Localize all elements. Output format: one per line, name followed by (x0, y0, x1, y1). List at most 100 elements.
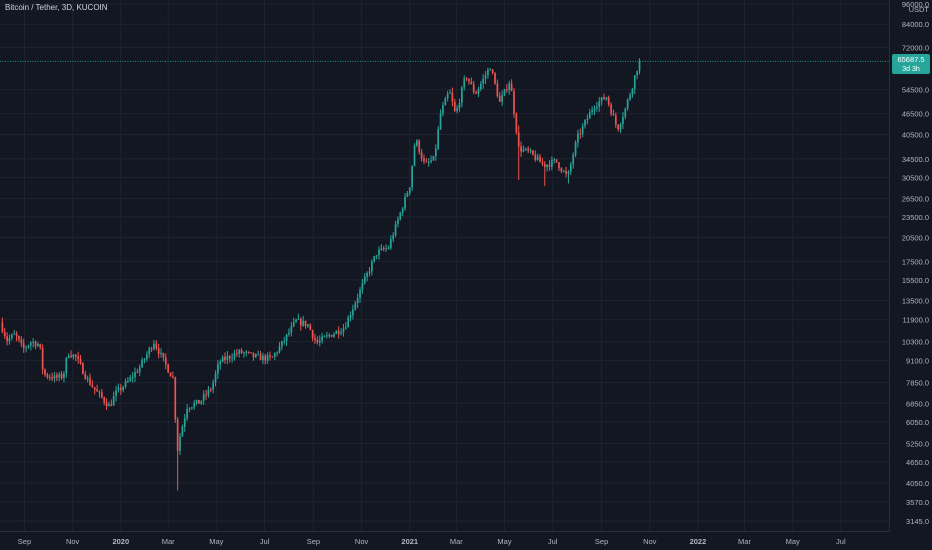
candle-body (532, 150, 534, 155)
candle-body (397, 219, 399, 224)
candle-body (612, 113, 615, 116)
time-tick-label: Nov (66, 537, 80, 546)
candle-body (380, 248, 383, 250)
candle-body (41, 347, 44, 370)
candle-body (607, 97, 610, 105)
candle-body (299, 318, 302, 326)
time-axis-labels[interactable]: Sep Nov 2020 Mar May Jul Sep Nov 2021 Mar May Jul Se… (18, 537, 846, 546)
candle-body (337, 330, 340, 334)
candle-body (105, 402, 108, 407)
candle-body (297, 318, 300, 320)
candle-body (264, 355, 267, 361)
candle-body (546, 164, 548, 168)
candle-body (169, 372, 172, 377)
candle-body (605, 97, 608, 100)
candle-body (382, 248, 385, 250)
price-tick-label: 9100.0 (906, 356, 929, 365)
candle-body (6, 336, 8, 342)
candle-body (15, 333, 18, 337)
candle-body (399, 212, 402, 220)
price-tick-label: 3145.0 (906, 517, 929, 526)
candle-body (8, 338, 11, 342)
price-axis-labels[interactable]: 96000.0 84000.0 72000.0 54500.0 46500.0 40500… (902, 0, 929, 526)
candle-body (214, 373, 217, 383)
candle-body (195, 399, 198, 404)
candle-body (46, 374, 49, 377)
candle-body (93, 387, 96, 390)
grid (0, 0, 889, 531)
price-tick-label: 46500.0 (902, 110, 929, 119)
candle-body (420, 152, 423, 159)
candle-body (285, 334, 288, 341)
candle-body (543, 163, 546, 168)
price-tick-label: 54500.0 (902, 86, 929, 95)
candle-body (51, 377, 53, 379)
candle-body (463, 78, 466, 88)
candle-body (371, 261, 373, 272)
candle-body (186, 409, 188, 419)
candle-body (103, 397, 106, 403)
candle-body (141, 359, 143, 368)
candle-body (475, 92, 477, 94)
candle-body (577, 133, 579, 143)
candle-body (551, 159, 553, 167)
candle-body (534, 154, 537, 161)
candle-body (527, 148, 530, 151)
candle-body (593, 108, 596, 111)
candle-body (349, 315, 352, 318)
candle-body (610, 104, 612, 114)
time-tick-label: May (497, 537, 511, 546)
candle-body (98, 391, 101, 393)
price-tick-label: 84000.0 (902, 20, 929, 29)
candle-body (205, 394, 207, 396)
candle-body (278, 346, 281, 353)
candle-body (10, 334, 13, 339)
candle-body (404, 196, 406, 209)
candle-body (510, 83, 513, 92)
candle-body (181, 426, 184, 437)
candle-body (34, 341, 37, 347)
candle-body (247, 351, 250, 353)
candle-body (273, 353, 276, 357)
price-tick-label: 40500.0 (902, 131, 929, 140)
candle-body (236, 353, 238, 355)
candle-body (344, 327, 347, 329)
candle-body (39, 343, 42, 348)
candle-body (444, 98, 447, 106)
candle-body (347, 317, 350, 328)
candle-body (449, 92, 451, 94)
candle-body (254, 354, 257, 357)
candle-body (496, 83, 499, 97)
candle-body (430, 160, 432, 162)
candle-body (96, 389, 98, 392)
candle-body (160, 352, 162, 354)
candle-body (124, 381, 127, 387)
candle-body (134, 372, 136, 378)
candle-body (259, 354, 262, 361)
candle-body (446, 93, 449, 99)
candle-body (482, 78, 485, 84)
price-tick-label: 4650.0 (906, 458, 929, 467)
candle-body (174, 377, 177, 420)
candle-body (619, 124, 622, 130)
candle-body (456, 108, 458, 112)
candle-body (129, 377, 132, 381)
candle-body (266, 355, 269, 361)
candle-body (416, 140, 418, 146)
candle-body (262, 355, 264, 361)
candle-body (326, 335, 328, 337)
price-tick-label: 5250.0 (906, 440, 929, 449)
time-tick-label: Sep (595, 537, 608, 546)
candle-body (122, 386, 125, 391)
candle-body (311, 329, 314, 338)
candle-body (425, 161, 428, 163)
candle-body (108, 404, 110, 407)
candle-body (513, 91, 515, 114)
price-tick-label: 4050.0 (906, 479, 929, 488)
candle-body (309, 324, 312, 330)
candle-body (18, 336, 20, 340)
candle-body (558, 162, 560, 169)
candle-body (385, 248, 387, 250)
candle-body (32, 341, 35, 343)
